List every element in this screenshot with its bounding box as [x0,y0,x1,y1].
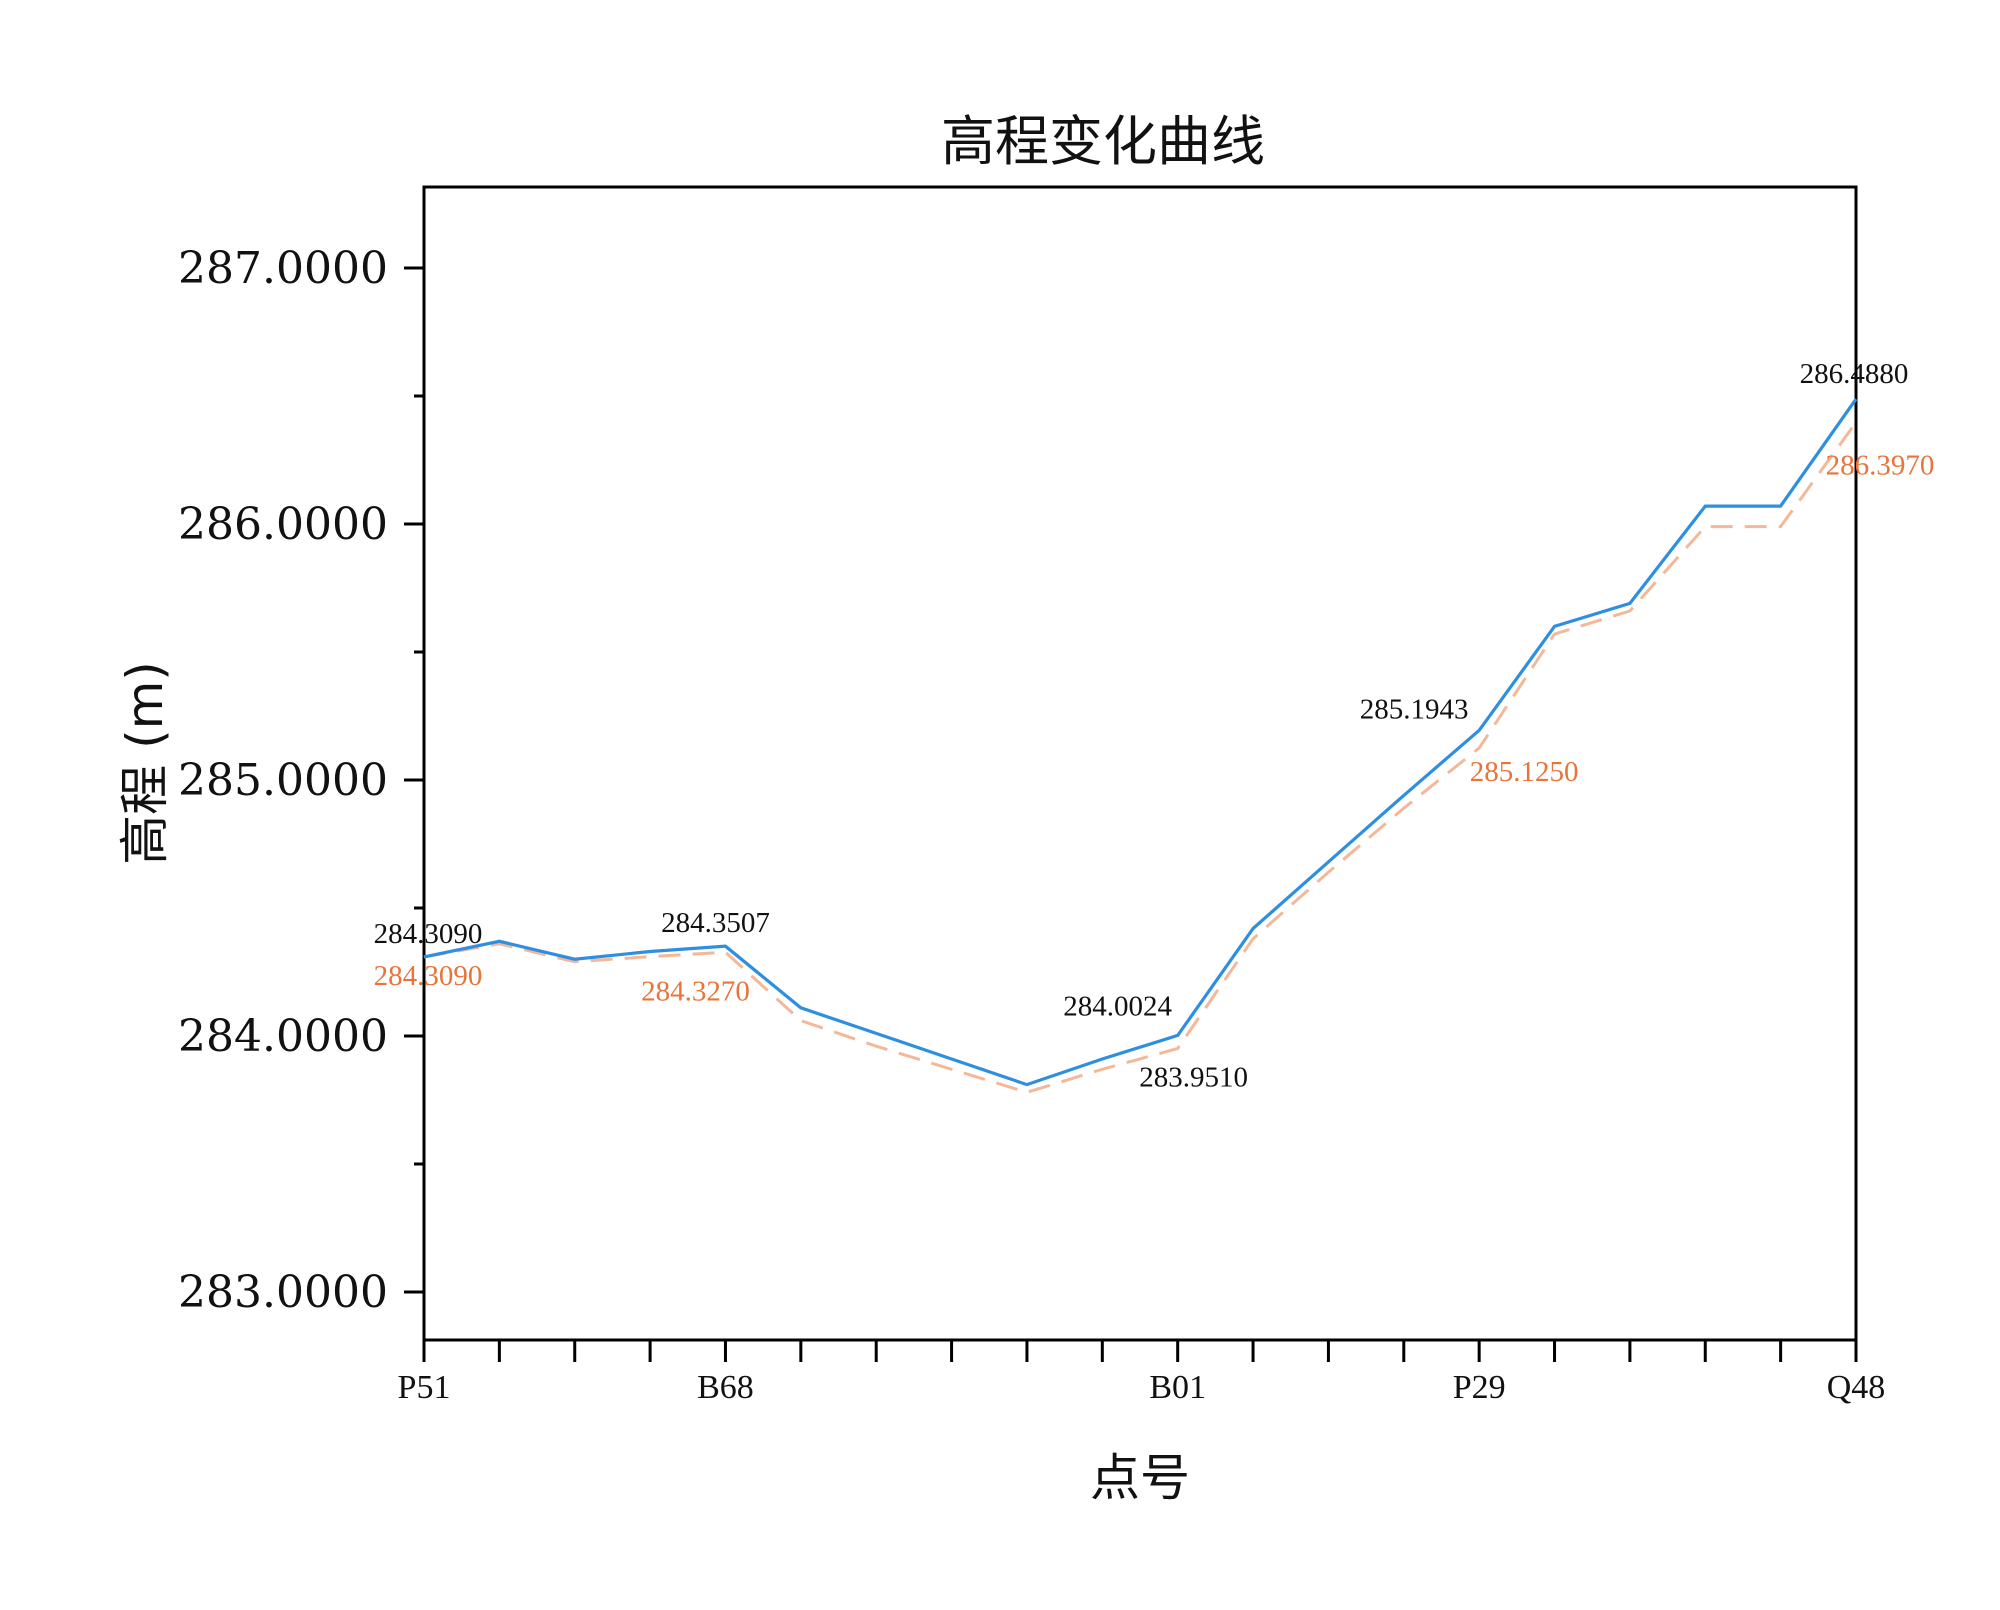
x-tick-label: B68 [697,1369,754,1406]
y-tick-label: 286.0000 [178,499,388,550]
data-label: 284.0024 [1063,990,1172,1022]
data-label: 286.3970 [1826,449,1935,481]
x-tick-label: P51 [398,1369,451,1406]
y-tick-label: 284.0000 [178,1011,388,1062]
x-tick-label: P29 [1453,1369,1506,1406]
series-line-solid [423,398,1858,1087]
y-tick-label: 287.0000 [178,243,388,294]
data-label: 284.3270 [641,975,750,1007]
x-tick-label: B01 [1149,1369,1206,1406]
data-label: 286.4880 [1800,358,1909,390]
data-label: 284.3090 [374,960,483,992]
x-axis-label: 点号 [1090,1449,1190,1507]
y-axis-label: 高程 (m) [116,661,174,865]
data-label: 285.1943 [1360,693,1469,725]
data-label: 284.3090 [374,918,483,950]
series-layer [423,398,1858,1094]
y-tick-label: 285.0000 [178,755,388,806]
chart-title: 高程变化曲线 [941,110,1265,173]
x-tick-label: Q48 [1827,1369,1886,1406]
y-axis: 283.0000 284.0000 285.0000 286.0000 287.0000 [178,243,424,1318]
data-label: 284.3507 [661,907,770,939]
x-axis: P51 B68 B01 P29 Q48 [398,1340,1886,1406]
y-tick-label: 283.0000 [178,1267,388,1318]
data-label: 283.9510 [1139,1062,1248,1094]
data-label: 285.1250 [1470,756,1579,788]
plot-frame [422,185,1858,1342]
series-line-dashed [423,421,1858,1094]
data-labels-layer: 284.3090 284.3090 284.3507 284.3270 284.0024… [374,358,1935,1093]
